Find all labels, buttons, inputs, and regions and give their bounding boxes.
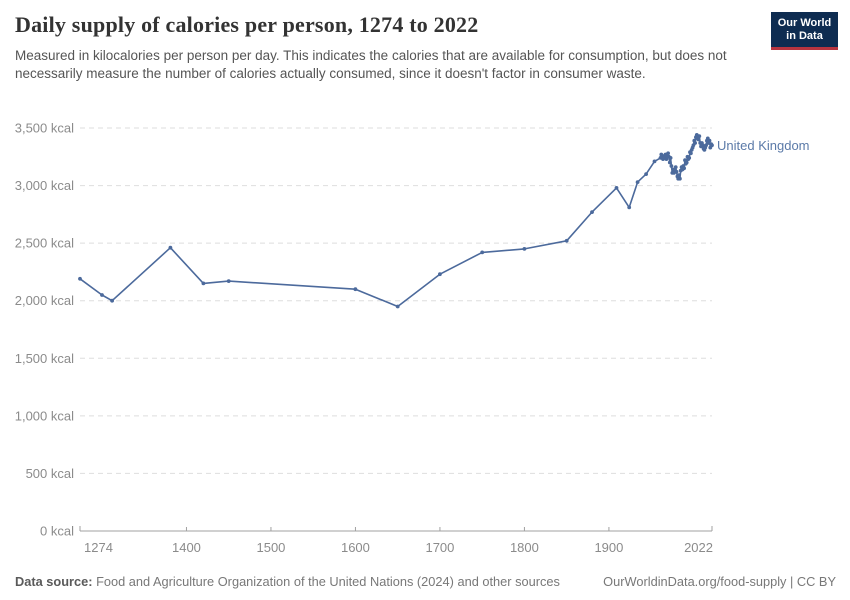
data-point-marker <box>668 156 673 160</box>
entity-label-united-kingdom[interactable]: United Kingdom <box>717 138 810 153</box>
data-point-marker <box>564 238 569 243</box>
x-axis-tick-label: 1400 <box>172 540 201 555</box>
data-point-marker <box>710 143 714 148</box>
data-source-note: Data source: Food and Agriculture Organi… <box>15 574 560 589</box>
data-source-text[interactable]: Food and Agriculture Organization of the… <box>92 574 560 589</box>
data-point-marker <box>682 166 686 171</box>
data-point-marker <box>704 143 708 148</box>
data-point-marker <box>677 173 681 178</box>
data-point-marker <box>693 141 697 145</box>
attribution-link[interactable]: OurWorldinData.org/food-supply | CC BY <box>603 574 836 589</box>
logo-line2: in Data <box>786 29 823 42</box>
x-axis-tick-label: 1800 <box>510 540 539 555</box>
x-axis-tick-label: 2022 <box>684 540 713 555</box>
data-point-marker <box>673 165 678 170</box>
chart-title: Daily supply of calories per person, 127… <box>15 12 479 37</box>
y-axis-tick-label: 2,500 kcal <box>15 236 74 251</box>
y-axis-tick-label: 1,500 kcal <box>15 351 74 366</box>
data-point-marker <box>627 205 632 210</box>
data-point-marker <box>438 272 442 277</box>
y-axis-tick-label: 500 kcal <box>26 466 75 481</box>
data-point-marker <box>678 176 682 181</box>
series-line-united-kingdom[interactable] <box>79 134 713 308</box>
owid-logo[interactable]: Our World in Data <box>771 12 838 50</box>
chart-header: Daily supply of calories per person, 127… <box>15 12 838 83</box>
data-point-marker <box>590 210 594 215</box>
data-point-marker <box>635 180 640 185</box>
x-axis-tick-label: 1500 <box>256 540 285 555</box>
chart-footer: Data source: Food and Agriculture Organi… <box>15 574 836 589</box>
logo-line1: Our World <box>777 17 832 29</box>
data-point-marker <box>226 279 231 283</box>
y-axis-tick-label: 0 kcal <box>40 524 74 539</box>
x-axis-tick-label: 1700 <box>425 540 454 555</box>
data-source-label: Data source: <box>15 574 93 589</box>
data-point-marker <box>522 247 527 251</box>
data-point-marker <box>652 159 657 164</box>
data-point-marker <box>644 172 648 177</box>
data-point-marker <box>614 186 619 190</box>
data-point-marker <box>480 250 485 255</box>
data-point-marker <box>78 276 82 281</box>
data-point-marker <box>100 293 104 297</box>
y-axis-tick-label: 2,000 kcal <box>15 293 74 308</box>
data-point-marker <box>666 151 670 156</box>
data-point-marker <box>696 137 701 142</box>
data-point-marker <box>700 143 705 148</box>
data-point-marker <box>395 304 400 309</box>
data-point-marker <box>669 164 674 168</box>
data-point-marker <box>353 287 358 292</box>
data-point-marker <box>674 169 679 174</box>
x-axis-tick-label: 1600 <box>341 540 370 555</box>
data-point-marker <box>689 151 693 156</box>
x-axis-tick-label: 1900 <box>594 540 623 555</box>
chart-subtitle: Measured in kilocalories per person per … <box>15 48 727 82</box>
data-point-marker <box>667 160 672 165</box>
data-point-marker <box>684 160 689 165</box>
data-point-marker <box>697 134 702 139</box>
data-point-marker <box>687 156 692 160</box>
x-axis-tick-label: 1274 <box>84 540 113 555</box>
data-point-marker <box>110 298 114 303</box>
y-axis-tick-label: 3,500 kcal <box>15 121 74 136</box>
data-point-marker <box>707 138 712 143</box>
data-point-marker <box>201 281 206 286</box>
y-axis-tick-label: 1,000 kcal <box>15 408 74 423</box>
data-point-marker <box>168 245 173 250</box>
y-axis-tick-label: 3,000 kcal <box>15 178 74 193</box>
